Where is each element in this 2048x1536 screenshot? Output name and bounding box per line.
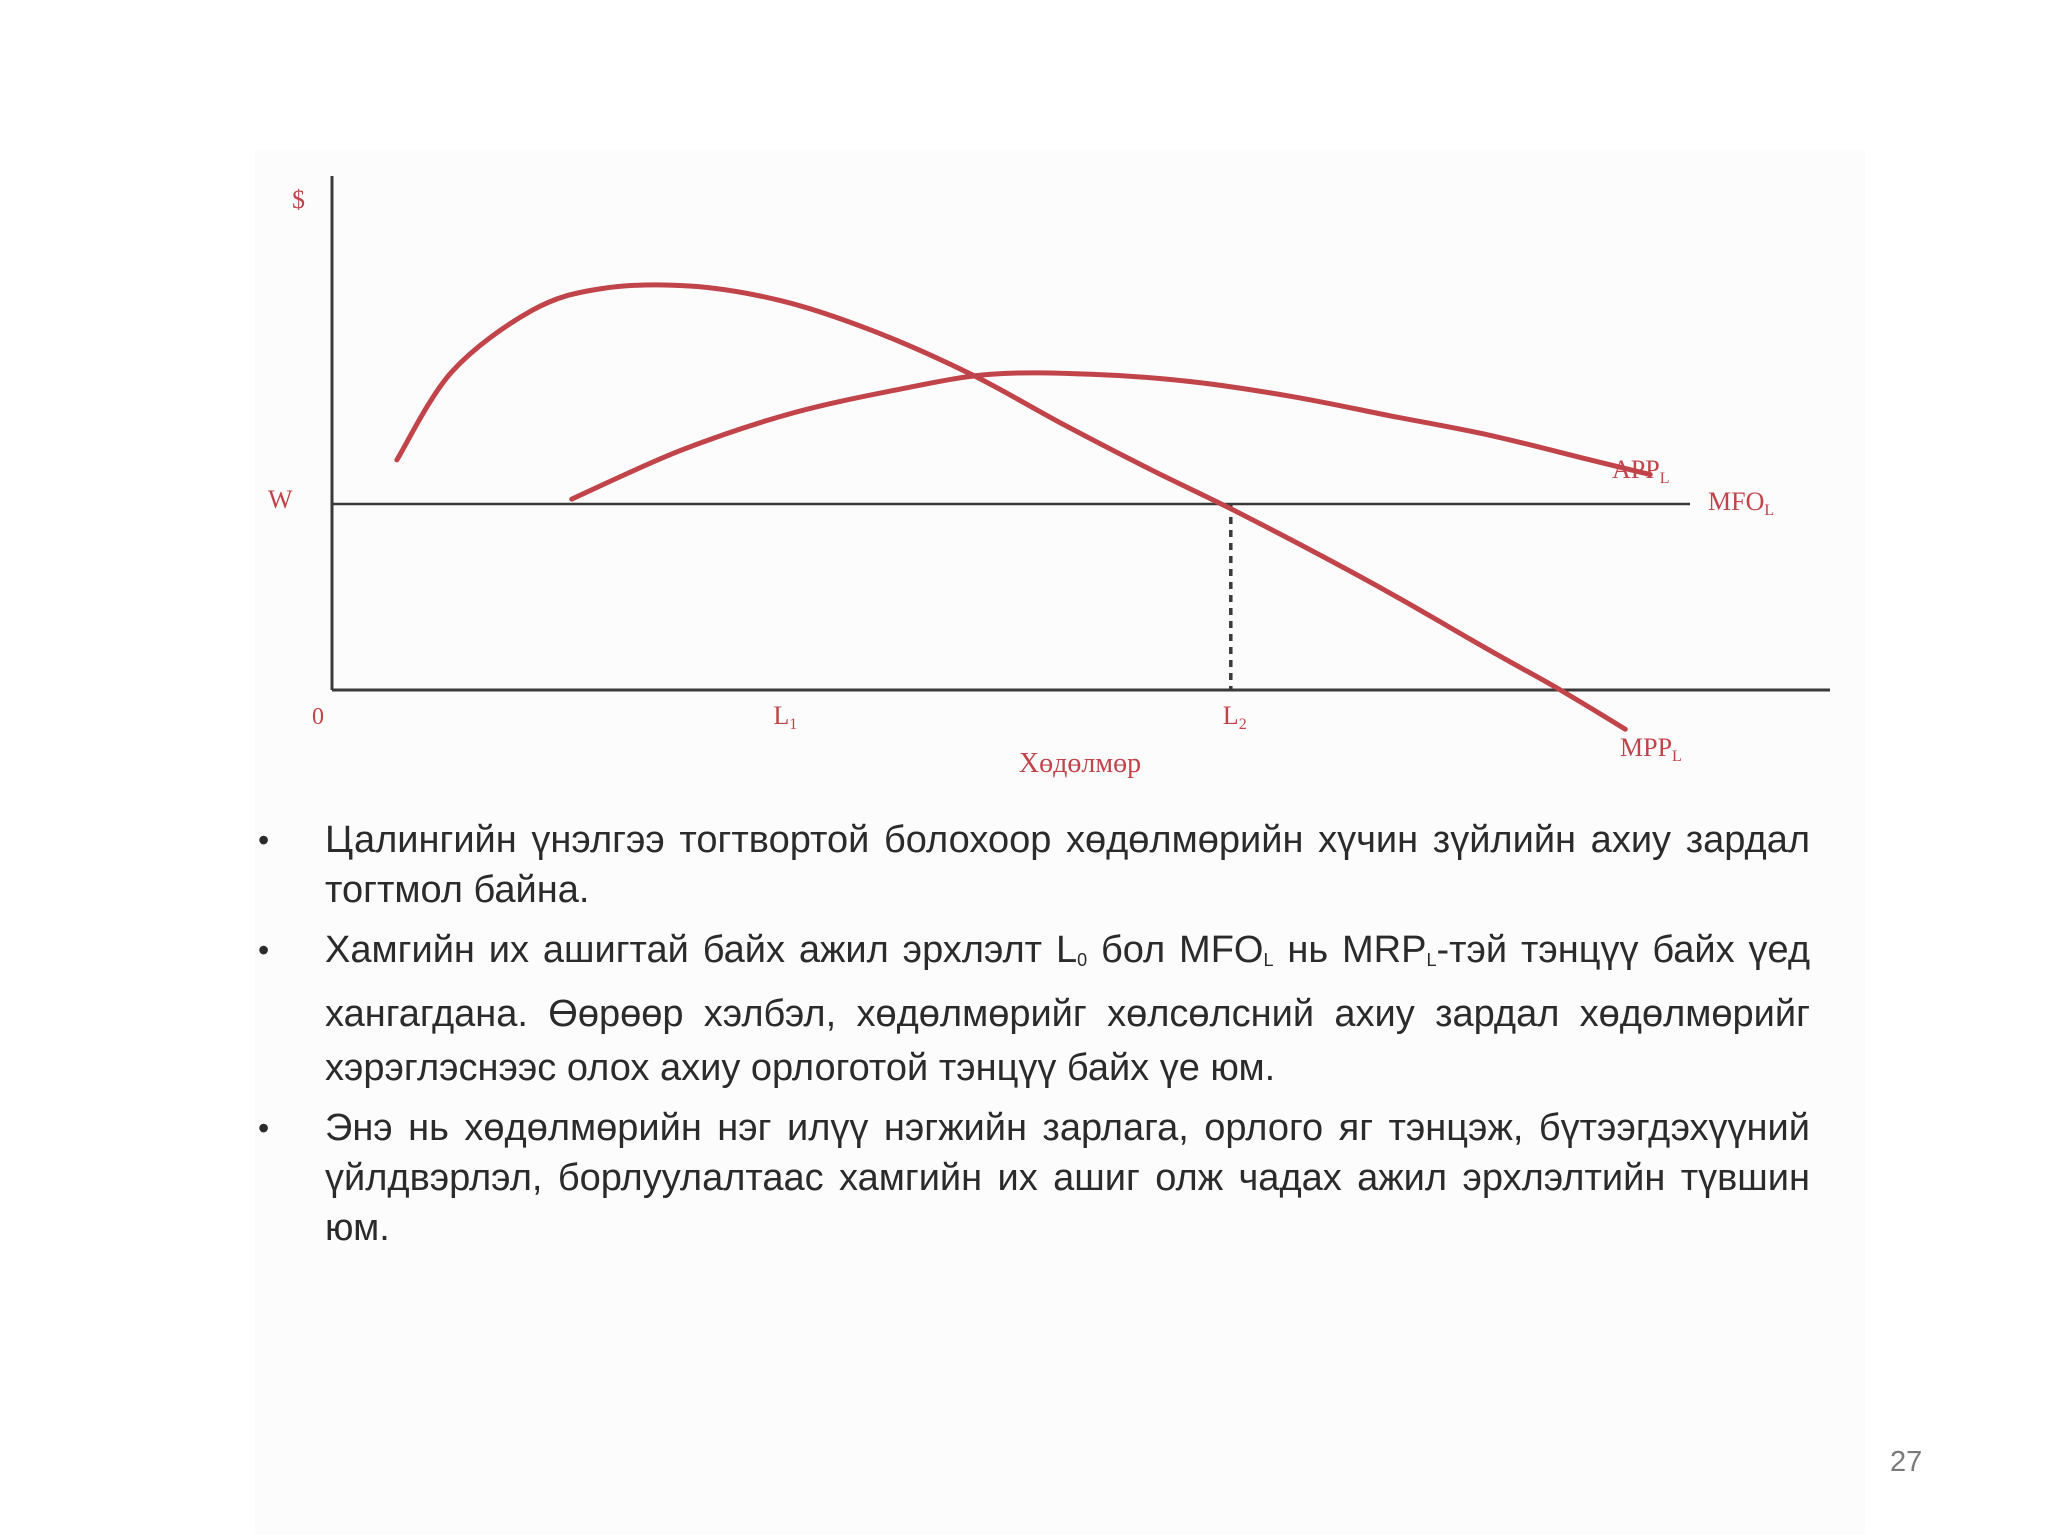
mpp-curve-label: MPPL [1620,733,1682,765]
mfo-line-label-subscript: L [1764,502,1774,519]
bullet-item: Цалингийн үнэлгээ тогтвортой болохоор хө… [250,815,1810,915]
bullet-subscript: L [1263,950,1274,970]
x-tick-label-text: L [1223,701,1239,730]
app-curve-label-text: APP [1612,455,1660,484]
origin-label: 0 [312,704,324,730]
bullet-item: Энэ нь хөдөлмөрийн нэг илүү нэгжийн зарл… [250,1103,1810,1253]
x-axis-label: Хөдөлмөр [1019,748,1141,779]
x-tick-label: L1 [773,701,797,733]
x-tick-label-text: L [773,701,789,730]
bullet-list: Цалингийн үнэлгээ тогтвортой болохоор хө… [250,815,1810,1261]
bullet-text: Хамгийн их ашигтай байх ажил эрхлэлт L [325,929,1078,971]
bullet-text: Энэ нь хөдөлмөрийн нэг илүү нэгжийн зарл… [325,1107,1810,1249]
bullet-subscript: 0 [1077,950,1088,970]
wage-label: W [268,485,293,514]
mpp-curve-label-text: MPP [1620,733,1672,762]
mpp-curve [394,282,1628,732]
bullet-text: нь MRP [1273,929,1427,971]
origin-label-text: 0 [312,704,324,730]
x-tick-label: L2 [1223,701,1247,733]
bullet-text: бол MFO [1087,929,1264,971]
chart-axes [330,176,1830,692]
x-tick-label-subscript: 1 [789,716,797,733]
app-curve-label: APPL [1612,455,1669,487]
mfo-line-label: MFOL [1708,487,1774,519]
x-axis-label-text: Хөдөлмөр [1019,748,1141,779]
bullet-item: Хамгийн их ашигтай байх ажил эрхлэлт L0 … [250,923,1810,1095]
y-axis-label: $ [292,185,305,214]
bullet-text: Цалингийн үнэлгээ тогтвортой болохоор хө… [325,819,1810,911]
app-curve [569,370,1653,502]
bullet-subscript: L [1426,950,1437,970]
wage-line-group [332,502,1690,690]
page-number: 27 [1890,1446,1923,1478]
curves-group [394,282,1653,732]
bullet-text: -тэй тэнцүү байх үед хангагдана. Өөрөөр … [325,929,1810,1089]
app-curve-label-subscript: L [1660,470,1670,487]
y-axis-label-text: $ [292,185,305,214]
wage-label-text: W [268,485,293,514]
mpp-curve-label-subscript: L [1672,748,1682,765]
x-tick-label-subscript: 2 [1239,716,1247,733]
mfo-line-label-text: MFO [1708,487,1764,516]
